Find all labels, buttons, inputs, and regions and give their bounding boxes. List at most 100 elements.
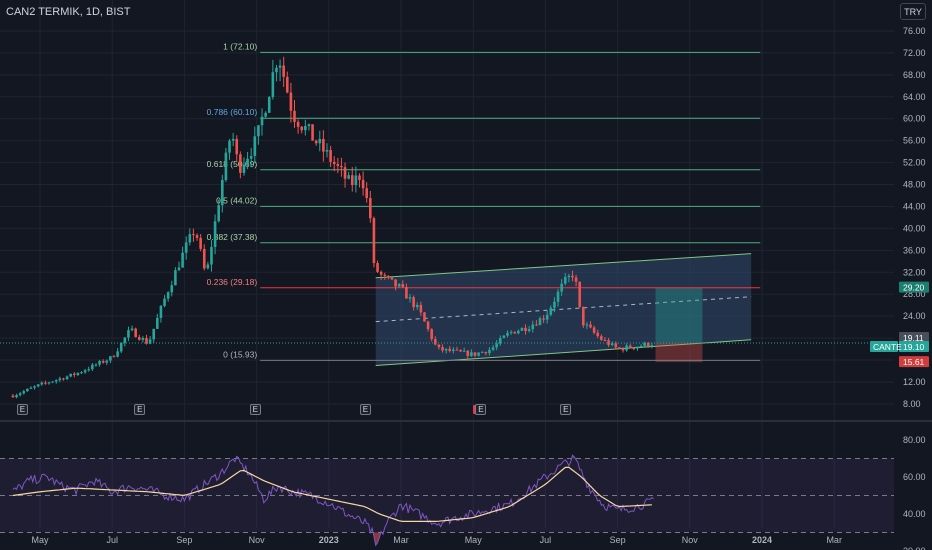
candle-body <box>361 179 365 189</box>
earnings-marker[interactable]: E <box>560 404 572 415</box>
candle-body <box>271 72 275 98</box>
candle-body <box>195 235 199 238</box>
earnings-marker[interactable]: E <box>475 404 487 415</box>
price-badge-text: 19.11 <box>903 333 924 343</box>
candle-body <box>217 205 220 222</box>
time-axis-label: Jul <box>540 535 552 545</box>
candle-body <box>40 382 44 385</box>
earnings-marker[interactable]: E <box>134 404 146 415</box>
candle-body <box>314 140 318 144</box>
candle-body <box>80 372 83 374</box>
rsi-line <box>12 454 655 547</box>
price-badge-text: 15.61 <box>903 357 925 367</box>
earnings-marker[interactable]: E <box>249 404 261 415</box>
candle-body <box>459 349 462 352</box>
candle-body <box>242 164 246 173</box>
candle-body <box>426 321 430 330</box>
candle-body <box>448 348 452 351</box>
price-axis-label: 72.00 <box>903 48 926 58</box>
candle-body <box>44 382 47 384</box>
candle-body <box>390 277 394 280</box>
candle-body <box>520 327 524 331</box>
candle-body <box>145 338 148 344</box>
candle-body <box>275 67 278 73</box>
candle-body <box>394 279 397 287</box>
candle-body <box>600 336 603 340</box>
candle-body <box>127 330 130 338</box>
candle-body <box>491 347 495 350</box>
candle-body <box>383 274 387 276</box>
time-axis-label: Sep <box>176 535 192 545</box>
candle-body <box>336 164 340 166</box>
price-badge <box>899 281 929 293</box>
candle-body <box>365 188 369 199</box>
candle-body <box>166 292 170 299</box>
candle-body <box>358 175 361 180</box>
candle-body <box>639 345 643 347</box>
candle-body <box>401 284 405 288</box>
candle-body <box>636 346 639 349</box>
long-position-tool <box>655 287 703 363</box>
candle-body <box>285 76 289 93</box>
candle-body <box>506 332 509 336</box>
price-badge-text: 19.10 <box>903 342 925 352</box>
candle-body <box>650 345 654 347</box>
position-target-zone <box>655 287 703 343</box>
price-axis-label: 56.00 <box>903 136 926 146</box>
candle-body <box>72 373 76 375</box>
symbol-title[interactable]: CAN2 TERMIK, 1D, BIST <box>6 6 131 18</box>
candle-body <box>553 301 556 308</box>
fib-level-label: 0.5 (44.02) <box>216 195 257 205</box>
candle-body <box>376 263 379 272</box>
earnings-marker[interactable]: E <box>359 404 371 415</box>
time-axis-label: 2024 <box>752 535 772 545</box>
candle-body <box>58 378 62 381</box>
time-axis-label: 2023 <box>319 535 339 545</box>
candle-body <box>22 391 26 394</box>
candle-body <box>563 277 567 284</box>
candle-body <box>329 150 332 162</box>
candle-body <box>488 349 491 354</box>
candle-body <box>412 297 415 308</box>
time-axis-label: Sep <box>610 535 626 545</box>
price-axis-label: 24.00 <box>903 311 926 321</box>
candle-body <box>54 380 58 382</box>
candle-body <box>347 175 350 179</box>
candle-body <box>278 65 282 68</box>
price-axis-label: 44.00 <box>903 201 926 211</box>
candle-body <box>607 340 610 346</box>
candle-body <box>527 329 531 332</box>
candle-body <box>556 291 560 302</box>
candle-body <box>603 339 607 341</box>
candle-body <box>11 395 15 398</box>
fib-level-label: 0.618 (50.69) <box>207 159 258 169</box>
channel-midline <box>375 296 752 323</box>
currency-button[interactable]: TRY <box>900 3 926 20</box>
candle-body <box>123 337 127 343</box>
candle-body <box>560 283 563 292</box>
candle-body <box>202 248 206 269</box>
candle-body <box>545 314 549 320</box>
candle-body <box>369 198 372 219</box>
candle-body <box>480 351 484 353</box>
channel-fill <box>375 253 752 366</box>
candle-body <box>152 328 156 340</box>
earnings-marker[interactable]: E <box>16 404 28 415</box>
candle-body <box>130 328 134 331</box>
chart-grid <box>0 0 932 528</box>
candle-body <box>260 116 264 126</box>
candlestick-series <box>0 56 894 399</box>
fibonacci-retracement: 1 (72.10) 0.786 (60.10) 0.618 (50.69) 0.5 (… <box>207 41 761 361</box>
candle-body <box>105 360 109 363</box>
candle-body <box>264 112 267 117</box>
candle-body <box>235 138 239 155</box>
candle-body <box>228 140 231 153</box>
channel-lower-line <box>375 339 752 367</box>
candle-body <box>109 356 112 361</box>
candle-body <box>498 338 502 344</box>
fib-level-label: 1 (72.10) <box>223 41 257 51</box>
candle-body <box>513 331 517 334</box>
candle-body <box>509 331 513 333</box>
fib-level-label: 0.382 (37.38) <box>207 232 258 242</box>
